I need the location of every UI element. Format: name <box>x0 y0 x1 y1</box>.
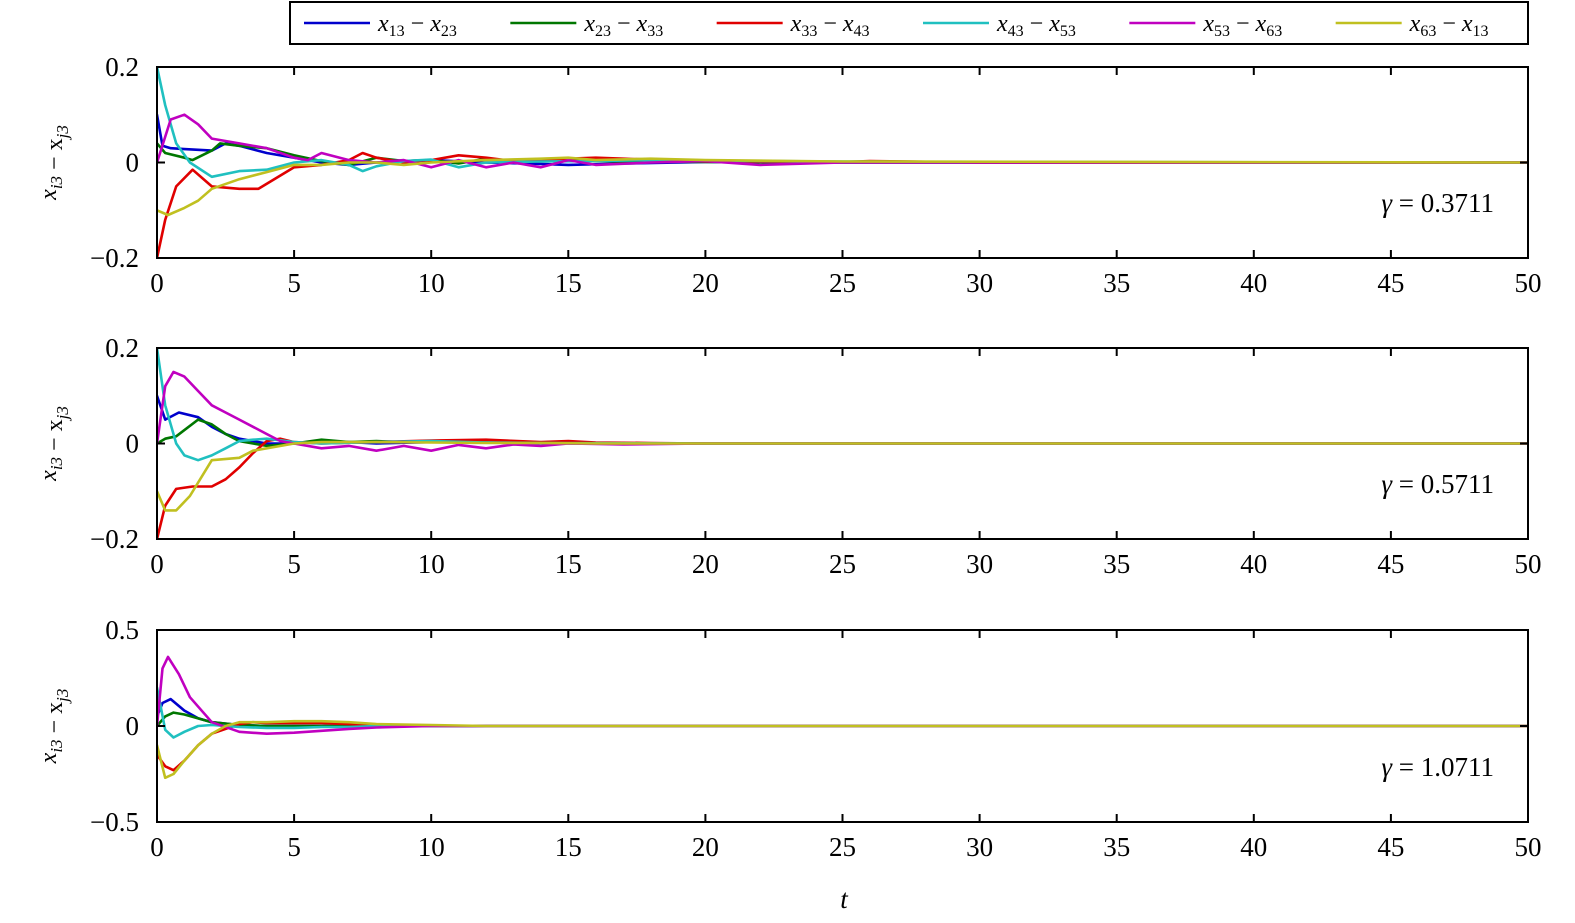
legend: x13 − x23 x23 − x33 x33 − x43 x43 − x53 x53 … <box>289 1 1529 45</box>
x-tick-label: 50 <box>1515 549 1542 579</box>
legend-label: x13 − x23 <box>377 11 457 40</box>
x-tick-label: 40 <box>1240 549 1267 579</box>
y-tick-label: −0.2 <box>90 524 139 554</box>
y-tick-label: 0 <box>126 429 140 459</box>
x-tick-label: 20 <box>692 268 719 298</box>
series-group <box>157 655 1528 780</box>
subplot-2: 0 5 10 15 20 25 30 35 40 45 50 −0.2 0 0.2 xi3 − xj3 γ =… <box>36 333 1542 579</box>
subplot-3: 0 5 10 15 20 25 30 35 40 45 50 −0.5 0 0.5 xi3 − xj3 γ =… <box>36 615 1542 862</box>
x-tick-label: 5 <box>287 268 301 298</box>
legend-label: x63 − x13 <box>1409 11 1489 40</box>
x-tick-label: 20 <box>692 549 719 579</box>
x-tick-label: 50 <box>1515 832 1542 862</box>
series-line-6 <box>157 440 1528 512</box>
x-tick-label: 35 <box>1103 268 1130 298</box>
series-line-5 <box>157 370 1528 453</box>
series-line-5 <box>157 655 1528 736</box>
y-tick-label: −0.5 <box>90 807 139 837</box>
x-tick-label: 5 <box>287 832 301 862</box>
legend-entry-3: x33 − x43 <box>716 11 870 40</box>
series-line-4 <box>157 686 1528 739</box>
legend-entry-5: x53 − x63 <box>1129 11 1282 40</box>
x-tick-label: 15 <box>555 549 582 579</box>
legend-label: x23 − x33 <box>583 11 663 40</box>
x-tick-label: 40 <box>1240 832 1267 862</box>
x-tick-label: 25 <box>829 268 856 298</box>
x-tick-label: 30 <box>966 832 993 862</box>
series-line-5 <box>157 113 1528 169</box>
series-line-3 <box>157 151 1528 258</box>
x-axis-label: t <box>840 884 849 914</box>
x-tick-label: 40 <box>1240 268 1267 298</box>
series-group <box>157 67 1528 258</box>
x-tick-label: 10 <box>418 832 445 862</box>
y-axis-label: xi3 − xj3 <box>36 406 72 482</box>
series-line-1 <box>157 113 1528 167</box>
y-tick-label: 0.2 <box>105 333 139 363</box>
x-tick-label: 0 <box>150 832 164 862</box>
legend-label: x43 − x53 <box>996 11 1076 40</box>
x-tick-label: 30 <box>966 549 993 579</box>
x-tick-label: 5 <box>287 549 301 579</box>
legend-entry-2: x23 − x33 <box>510 11 663 40</box>
x-tick-label: 35 <box>1103 549 1130 579</box>
legend-label: x53 − x63 <box>1202 11 1282 40</box>
legend-entry-1: x13 − x23 <box>304 11 457 40</box>
y-tick-label: 0.5 <box>105 615 139 645</box>
series-line-1 <box>157 394 1528 445</box>
x-tick-label: 45 <box>1377 832 1404 862</box>
x-tick-label: 10 <box>418 268 445 298</box>
x-tick-label: 50 <box>1515 268 1542 298</box>
legend-label: x33 − x43 <box>790 11 870 40</box>
legend-entry-6: x63 − x13 <box>1335 11 1489 40</box>
gamma-annotation: γ = 0.3711 <box>1381 188 1494 218</box>
gamma-annotation: γ = 1.0711 <box>1381 752 1494 782</box>
x-tick-label: 20 <box>692 832 719 862</box>
y-tick-label: 0 <box>126 148 140 178</box>
series-group <box>157 348 1528 539</box>
y-axis-label: xi3 − xj3 <box>36 689 72 765</box>
x-tick-label: 15 <box>555 832 582 862</box>
gamma-annotation: γ = 0.5711 <box>1381 469 1494 499</box>
subplot-1: 0 5 10 15 20 25 30 35 40 45 50 −0.2 0 0.2 xi3 − xj3 γ =… <box>36 52 1542 298</box>
series-line-3 <box>157 437 1528 539</box>
series-line-6 <box>157 719 1528 780</box>
y-axis-label: xi3 − xj3 <box>36 125 72 201</box>
x-tick-label: 25 <box>829 549 856 579</box>
legend-entry-4: x43 − x53 <box>923 11 1076 40</box>
y-tick-label: 0.2 <box>105 52 139 82</box>
x-tick-label: 35 <box>1103 832 1130 862</box>
series-line-6 <box>157 156 1528 217</box>
y-tick-label: 0 <box>126 711 140 741</box>
x-tick-label: 10 <box>418 549 445 579</box>
x-tick-label: 45 <box>1377 549 1404 579</box>
legend-box <box>289 1 1529 45</box>
x-tick-label: 30 <box>966 268 993 298</box>
x-tick-label: 0 <box>150 549 164 579</box>
x-tick-label: 25 <box>829 832 856 862</box>
x-tick-label: 45 <box>1377 268 1404 298</box>
y-tick-label: −0.2 <box>90 243 139 273</box>
x-tick-label: 0 <box>150 268 164 298</box>
x-tick-label: 15 <box>555 268 582 298</box>
